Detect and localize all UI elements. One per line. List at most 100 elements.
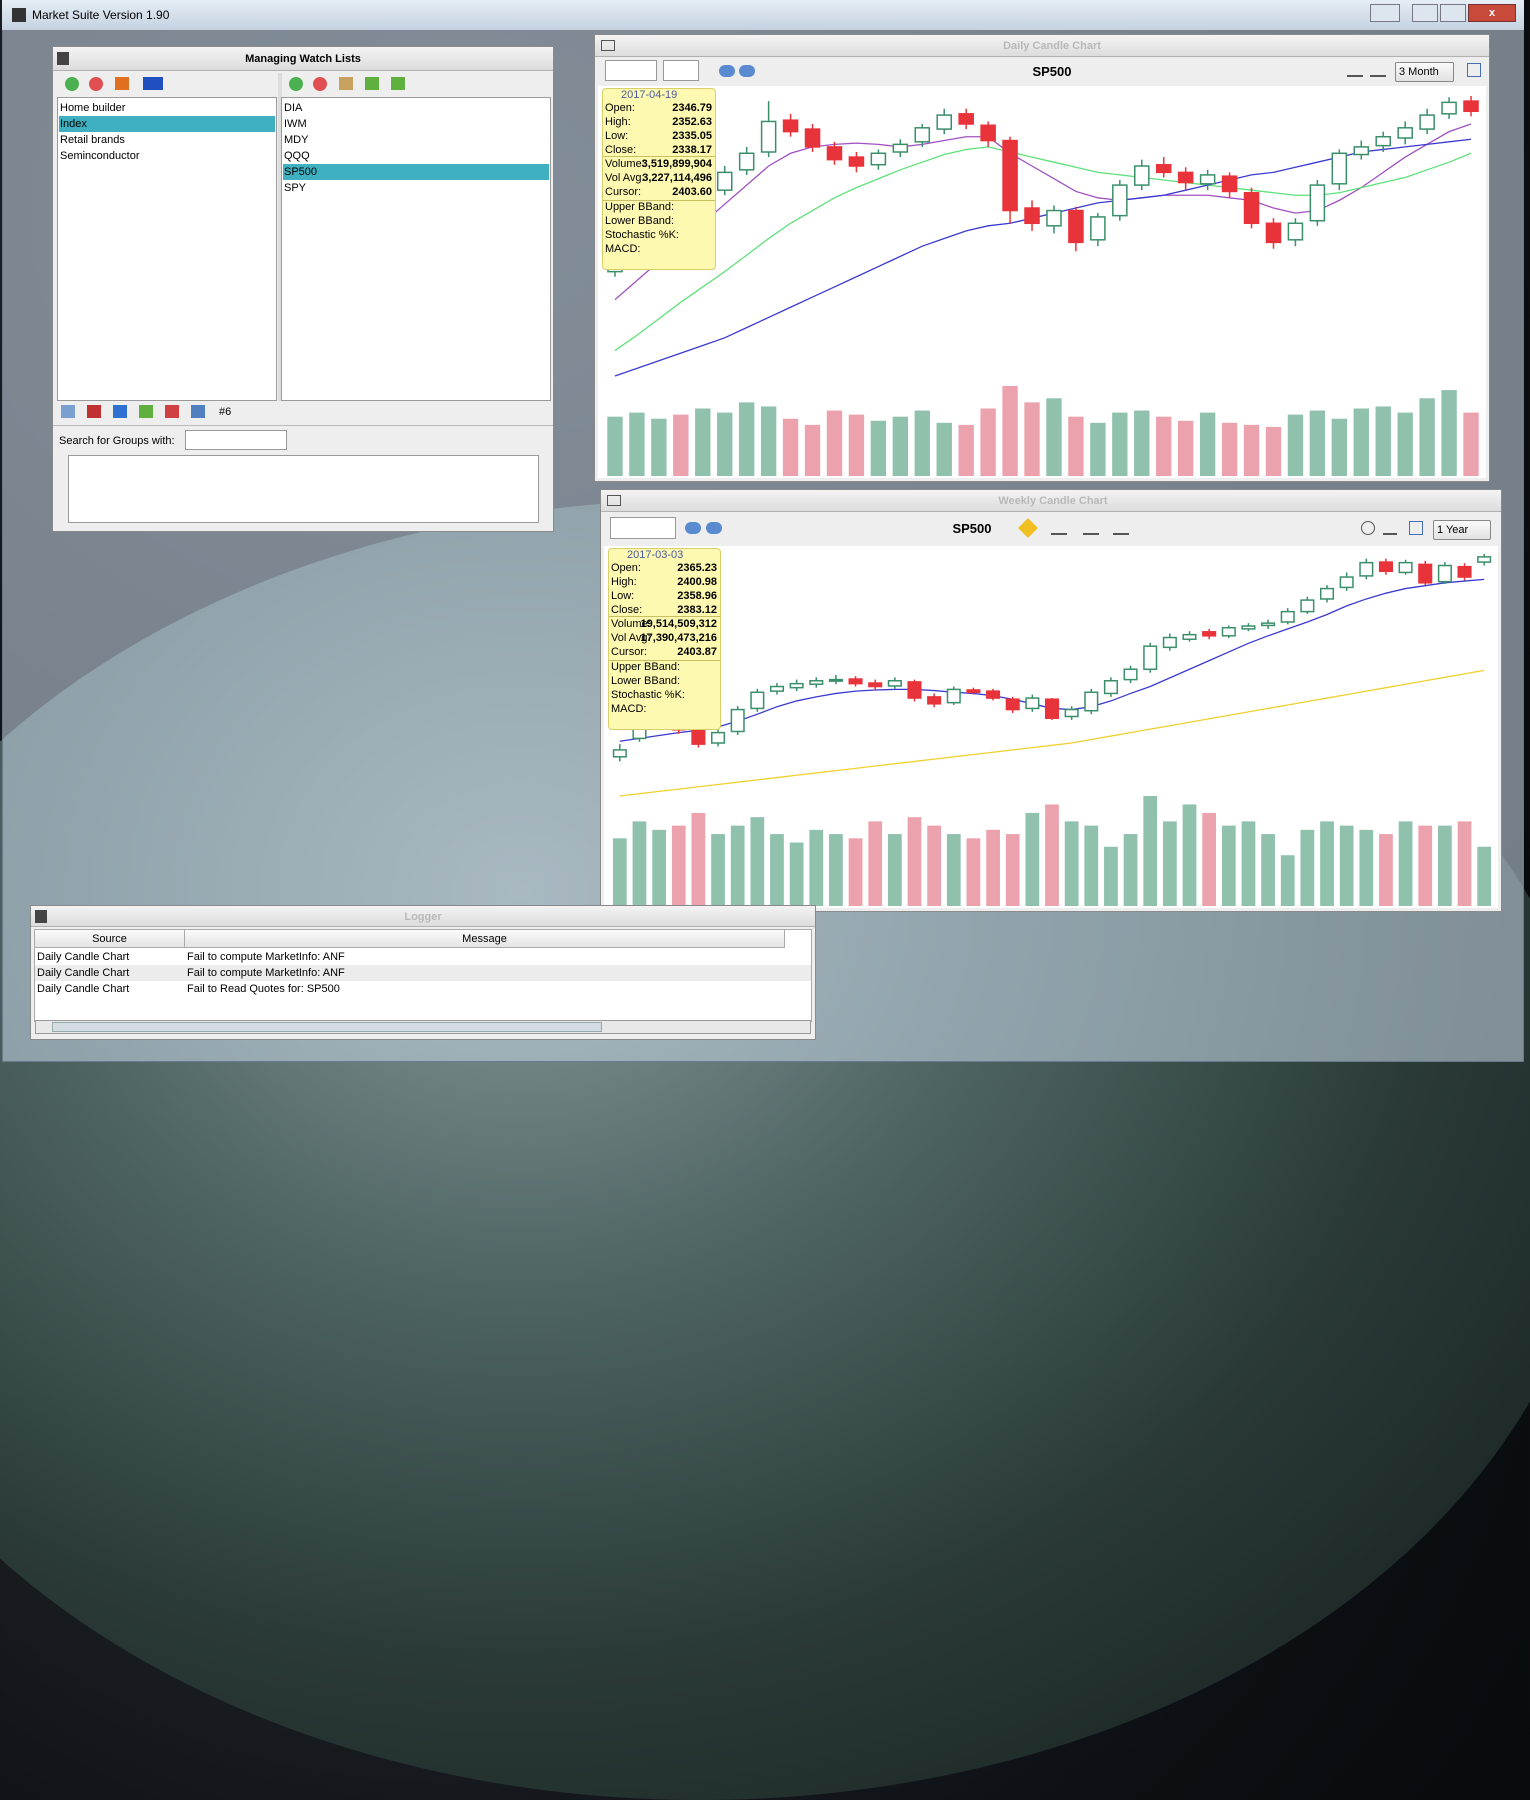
log-table: Source Message Daily Candle Chart Fail to c…	[34, 929, 812, 1022]
list-item[interactable]: Index	[59, 116, 275, 132]
back-button[interactable]	[685, 522, 701, 534]
volume-bar	[1068, 416, 1084, 476]
volume-bar	[1045, 804, 1059, 906]
delete-button[interactable]	[87, 405, 101, 418]
list-item[interactable]: IWM	[284, 118, 307, 130]
candle-body	[1261, 622, 1276, 627]
maximize-button[interactable]	[1440, 4, 1466, 22]
info-date: 2017-04-19	[621, 89, 678, 101]
count-label: #6	[219, 406, 232, 418]
restore-button[interactable]	[1370, 4, 1400, 22]
splitter[interactable]	[278, 73, 282, 401]
clean-button[interactable]	[339, 77, 353, 90]
volume-bar	[1477, 846, 1492, 906]
volume-bar	[804, 424, 821, 476]
info-label: High:	[611, 576, 637, 588]
indicator-button[interactable]	[1370, 63, 1386, 77]
remove-button[interactable]	[89, 77, 103, 91]
candle-body	[1155, 163, 1172, 174]
app-icon	[12, 8, 26, 22]
volume-bar	[651, 418, 667, 476]
info-label: Vol Avg:	[605, 172, 645, 184]
horizontal-scrollbar[interactable]	[35, 1020, 811, 1034]
rocket-button[interactable]	[115, 77, 129, 90]
volume-bar	[1104, 846, 1118, 906]
list-item[interactable]: DIA	[284, 102, 303, 114]
indicator-button[interactable]	[1113, 521, 1129, 535]
candle-body	[1084, 691, 1099, 712]
indicator-button[interactable]	[1383, 521, 1397, 535]
export-button[interactable]	[1409, 521, 1423, 535]
remove-button[interactable]	[313, 77, 327, 91]
info-row: Open: 2346.79	[605, 101, 712, 115]
export-button[interactable]	[1467, 63, 1481, 77]
date-input[interactable]	[605, 60, 657, 81]
add-button[interactable]	[289, 77, 303, 91]
save-button[interactable]	[143, 77, 163, 90]
scroll-thumb[interactable]	[52, 1022, 602, 1032]
move-button[interactable]	[113, 405, 127, 418]
volume-bar	[1005, 834, 1020, 906]
info-value: 2383.12	[677, 604, 717, 616]
candle-body	[892, 143, 909, 153]
date-input[interactable]	[663, 60, 699, 81]
volume-bar	[1309, 410, 1326, 476]
info-row: High: 2400.98	[611, 575, 717, 589]
indicator-button[interactable]	[1051, 521, 1067, 535]
volume-bar	[966, 838, 981, 906]
volume-bar	[738, 402, 755, 476]
candle-body	[1441, 101, 1457, 115]
import-button[interactable]	[365, 77, 379, 90]
link-button[interactable]	[1361, 521, 1375, 535]
candle-body	[782, 119, 799, 133]
list-item[interactable]: QQQ	[284, 150, 310, 162]
export-button[interactable]	[391, 77, 405, 90]
list-item[interactable]: SP500	[283, 164, 549, 180]
separator	[53, 425, 553, 426]
search-input[interactable]	[185, 430, 287, 450]
download-button[interactable]	[139, 405, 153, 418]
info-value: 2346.79	[672, 102, 712, 114]
volume-bar	[946, 834, 961, 906]
symbol-list: DIA IWM MDY QQQ SP500 SPY	[281, 97, 551, 401]
forward-button[interactable]	[706, 522, 722, 534]
list-item[interactable]: Retail brands	[60, 134, 125, 146]
volume-bar	[1331, 418, 1348, 476]
volume-bar	[782, 418, 799, 476]
indicator-label: Stochastic %K:	[611, 689, 685, 701]
clear-button[interactable]	[165, 405, 179, 418]
range-select[interactable]: 1 Year	[1433, 520, 1491, 540]
volume-bar	[1123, 834, 1138, 906]
volume-bar	[927, 825, 942, 906]
list-item[interactable]: Seminconductor	[60, 150, 140, 162]
minimize-button[interactable]	[1412, 4, 1438, 22]
log-cell: Daily Candle Chart	[37, 983, 130, 995]
weekly-chart	[604, 546, 1498, 908]
candle-body	[927, 696, 942, 705]
date-input[interactable]	[610, 517, 676, 539]
volume-bar	[1397, 412, 1413, 476]
add-button[interactable]	[65, 77, 79, 91]
list-item[interactable]: SPY	[284, 182, 307, 194]
volume-bar	[1265, 426, 1282, 476]
edit-button[interactable]	[191, 405, 205, 418]
copy-button[interactable]	[61, 405, 75, 418]
range-select[interactable]: 3 Month	[1395, 62, 1454, 82]
volume-bar	[1441, 390, 1457, 476]
list-item[interactable]: MDY	[284, 134, 309, 146]
forward-button[interactable]	[739, 65, 755, 77]
log-cell: Daily Candle Chart	[37, 967, 130, 979]
candle-body	[1221, 175, 1238, 193]
volume-bar	[1143, 796, 1158, 906]
volume-bar	[632, 821, 647, 906]
list-item[interactable]: Home builder	[60, 102, 126, 114]
close-button[interactable]: x	[1468, 4, 1516, 22]
volume-bar	[1418, 825, 1433, 906]
indicator-button[interactable]	[1083, 521, 1099, 535]
indicator-button[interactable]	[1347, 63, 1363, 77]
log-cell: Fail to Read Quotes for: SP500	[187, 983, 340, 995]
volume-bar	[809, 829, 824, 906]
info-label: Open:	[605, 102, 635, 114]
volume-bar	[826, 410, 843, 476]
back-button[interactable]	[719, 65, 735, 77]
